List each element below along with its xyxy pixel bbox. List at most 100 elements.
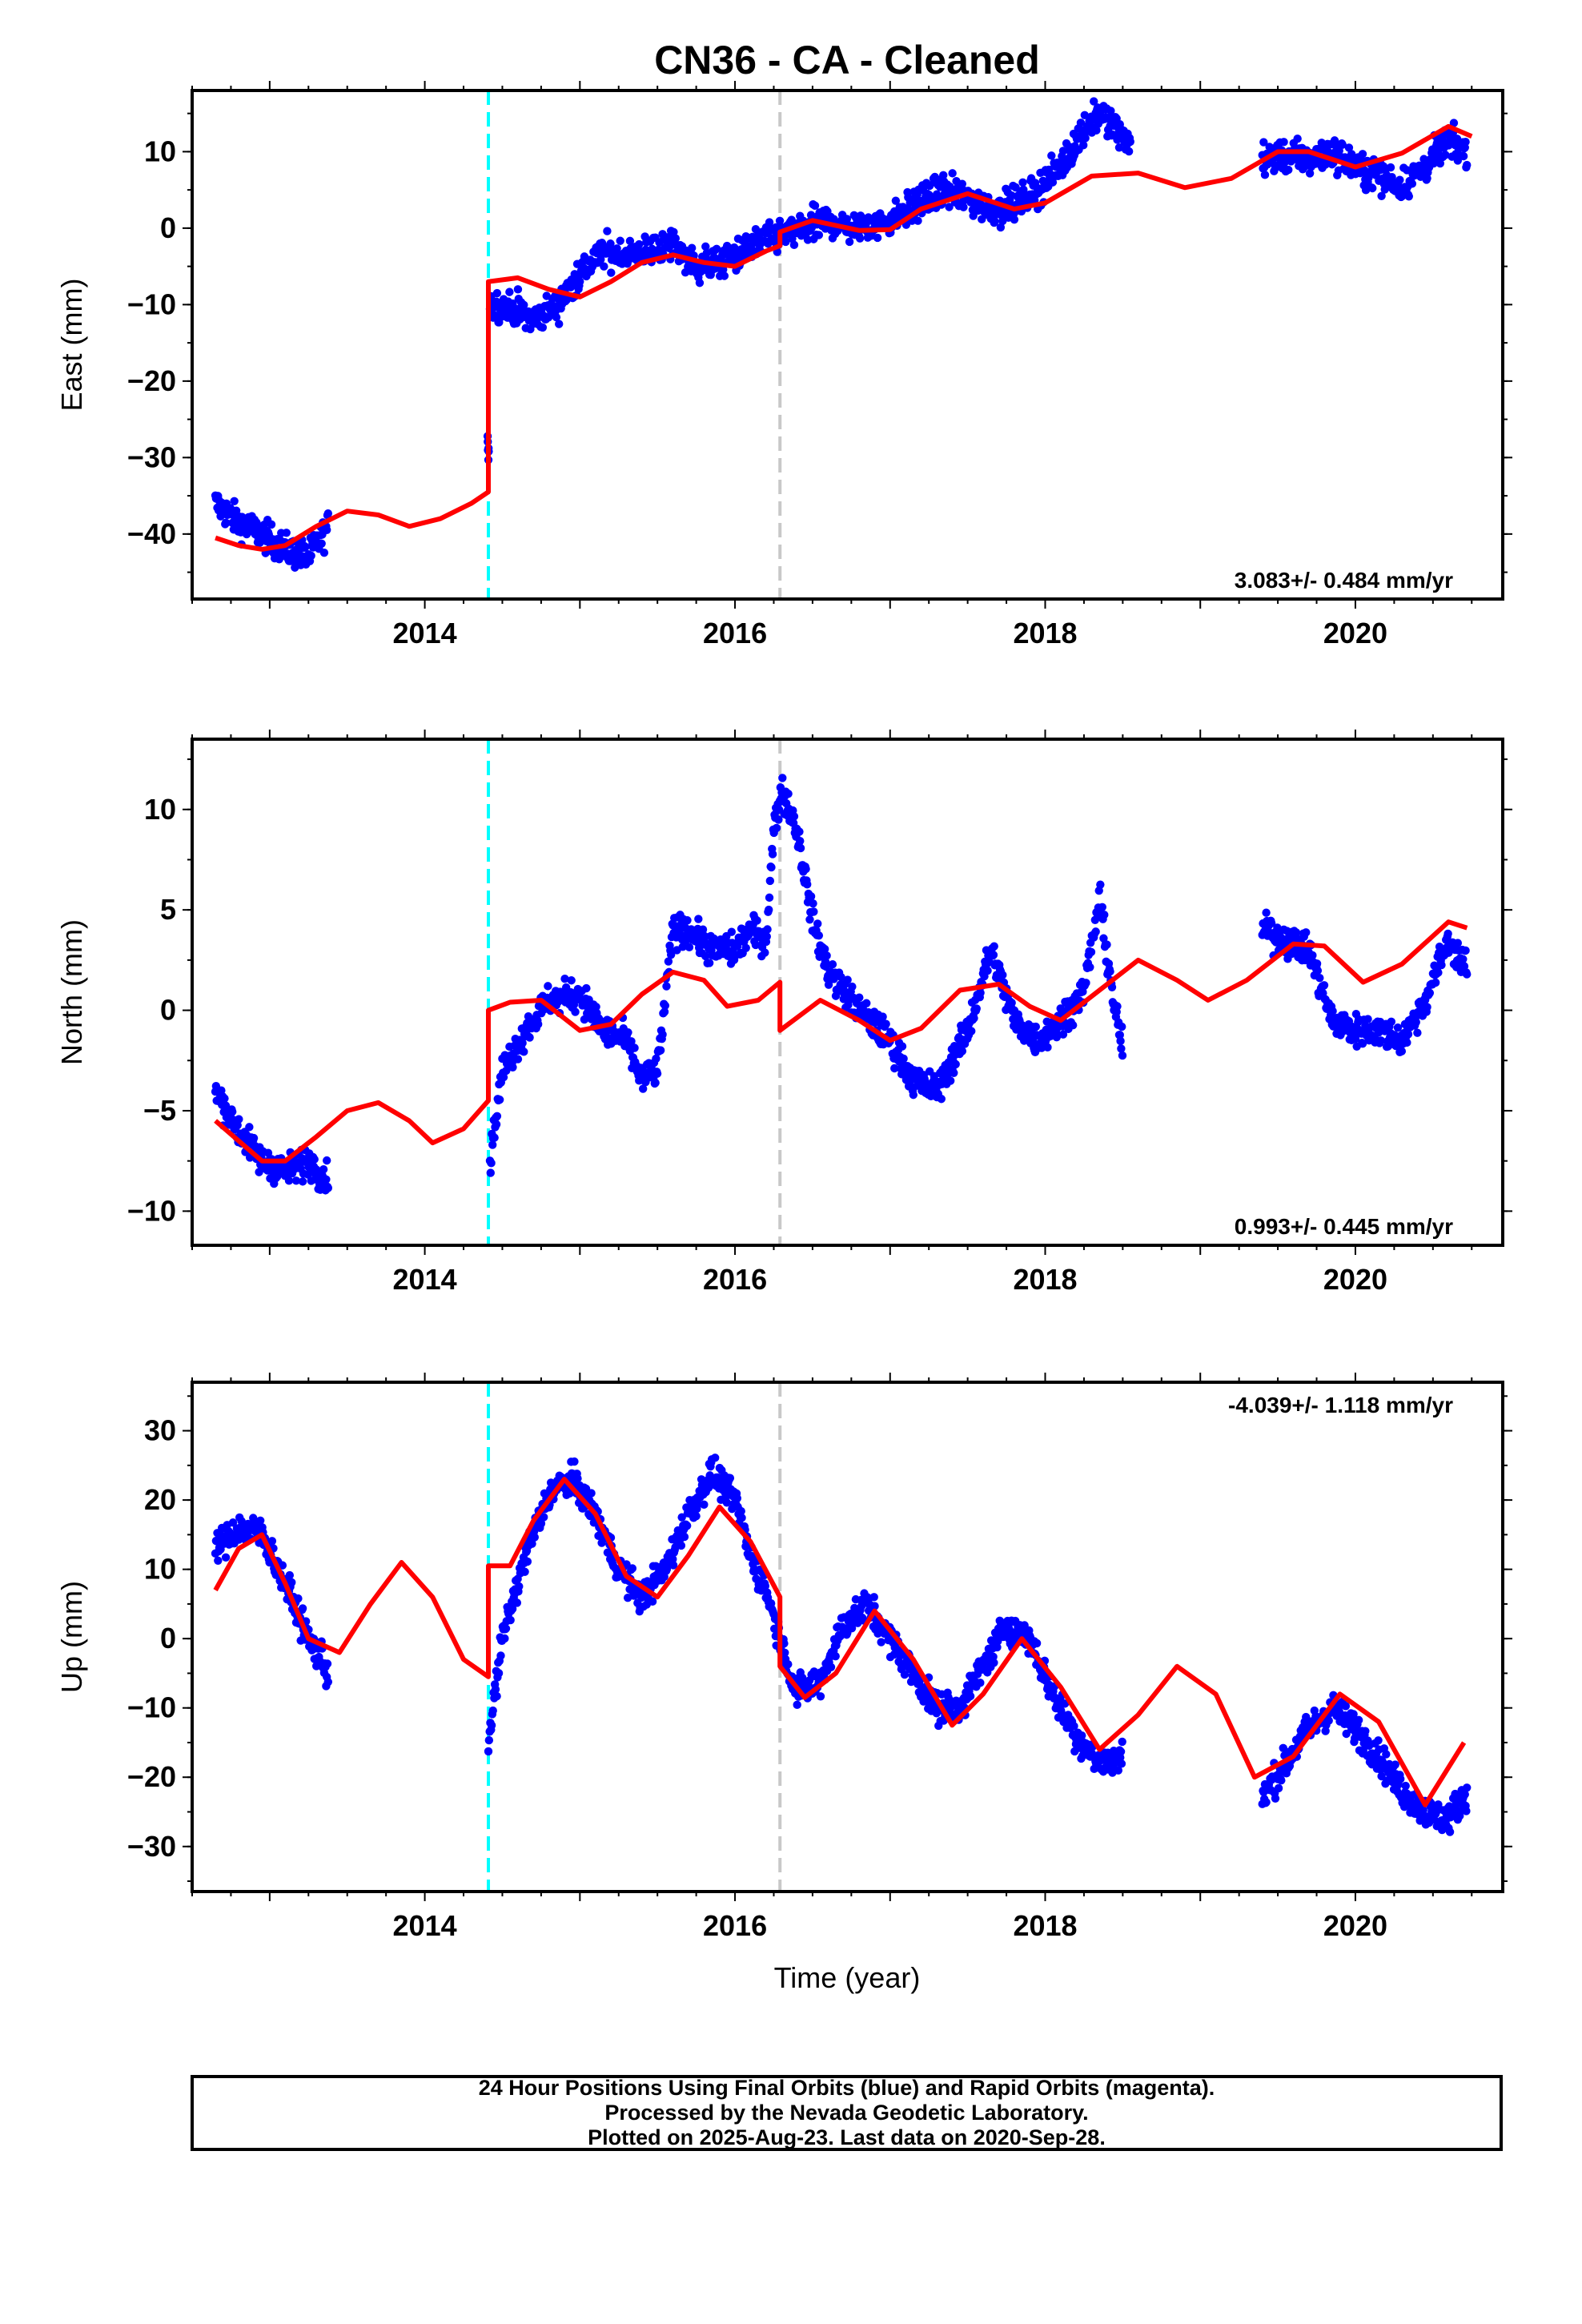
- data-point: [319, 549, 329, 557]
- data-point: [725, 1474, 735, 1482]
- data-point: [492, 1120, 501, 1129]
- velocity-label: 3.083+/- 0.484 mm/yr: [1235, 568, 1453, 593]
- data-point: [530, 1533, 539, 1542]
- data-point: [1018, 178, 1027, 187]
- y-tick-label: −30: [127, 440, 176, 473]
- data-point: [939, 171, 948, 179]
- data-point: [951, 1059, 960, 1069]
- data-point: [1114, 1766, 1123, 1775]
- data-point: [1118, 1051, 1127, 1060]
- data-point: [958, 1047, 967, 1055]
- data-point: [570, 1457, 579, 1466]
- data-point: [1118, 1737, 1126, 1747]
- data-point: [322, 1175, 331, 1184]
- data-point: [1462, 1807, 1471, 1815]
- data-point: [683, 916, 692, 925]
- y-tick-label: −10: [127, 1194, 176, 1227]
- footer-line-3: Plotted on 2025-Aug-23. Last data on 202…: [588, 2125, 1106, 2149]
- data-point: [658, 1030, 667, 1039]
- data-point: [1382, 1750, 1391, 1759]
- data-point: [737, 1514, 746, 1522]
- data-point: [765, 218, 774, 227]
- y-tick-label: −10: [127, 287, 176, 320]
- y-tick-label: 20: [144, 1483, 176, 1516]
- data-point: [488, 1706, 497, 1715]
- data-point: [727, 927, 737, 936]
- data-point: [913, 216, 922, 225]
- data-point: [1078, 1731, 1086, 1740]
- data-point: [737, 1506, 745, 1516]
- data-point: [847, 1624, 857, 1633]
- data-point: [937, 1095, 946, 1104]
- data-point: [603, 1548, 612, 1557]
- data-point: [1449, 119, 1459, 127]
- x-tick-label: 2020: [1323, 1909, 1387, 1942]
- data-point: [1124, 147, 1134, 156]
- data-point: [1319, 981, 1329, 990]
- data-point: [1102, 940, 1111, 949]
- data-point: [694, 915, 703, 923]
- data-point: [881, 1019, 890, 1028]
- data-point: [946, 1076, 955, 1085]
- data-point: [660, 1007, 669, 1016]
- data-point: [627, 1037, 636, 1046]
- y-axis-label: Up (mm): [55, 1581, 88, 1693]
- data-point: [677, 1541, 686, 1550]
- data-point: [831, 1651, 840, 1661]
- x-tick-label: 2014: [393, 1263, 457, 1296]
- data-point: [967, 1027, 976, 1035]
- data-point: [877, 1638, 885, 1647]
- data-point: [820, 944, 829, 954]
- data-point: [635, 239, 644, 249]
- data-point: [1461, 946, 1470, 955]
- data-point: [220, 1094, 229, 1103]
- y-tick-label: −20: [127, 364, 176, 397]
- data-point: [322, 1156, 331, 1165]
- data-point: [1437, 960, 1446, 970]
- data-point: [520, 1567, 529, 1576]
- data-point: [772, 823, 781, 833]
- data-point: [878, 1012, 887, 1021]
- data-point: [1453, 939, 1463, 947]
- data-point: [571, 1007, 580, 1016]
- data-point: [1435, 159, 1445, 168]
- data-point: [1460, 1790, 1469, 1799]
- data-point: [287, 1578, 296, 1587]
- data-point: [249, 1133, 259, 1143]
- data-point: [789, 240, 799, 250]
- data-point: [536, 1519, 546, 1528]
- data-point: [228, 1518, 238, 1527]
- data-point: [1459, 151, 1468, 161]
- data-point: [897, 1042, 907, 1051]
- data-point: [484, 1747, 493, 1756]
- data-point: [1086, 947, 1096, 957]
- data-point: [592, 1003, 600, 1011]
- data-point: [1354, 1715, 1363, 1725]
- data-point: [1387, 1017, 1396, 1027]
- data-point: [810, 201, 820, 211]
- data-point: [1117, 1044, 1126, 1053]
- data-point: [298, 1177, 307, 1186]
- data-point: [291, 1176, 301, 1185]
- data-point: [966, 1691, 975, 1701]
- data-point: [1368, 183, 1377, 193]
- data-point: [909, 1090, 918, 1100]
- data-point: [813, 919, 822, 928]
- data-point: [765, 905, 773, 915]
- y-tick-label: 10: [144, 793, 176, 826]
- data-point: [607, 268, 616, 277]
- data-point: [1277, 1776, 1286, 1785]
- data-point: [492, 1691, 501, 1701]
- data-point: [1463, 160, 1472, 170]
- x-tick-label: 2014: [393, 617, 457, 649]
- x-tick-label: 2016: [703, 1263, 767, 1296]
- data-point: [235, 1115, 243, 1124]
- data-point: [1341, 1702, 1351, 1711]
- data-point: [761, 1582, 770, 1590]
- data-point: [1284, 165, 1293, 175]
- panel-frame: [191, 738, 1504, 1247]
- x-tick-label: 2018: [1013, 1263, 1077, 1296]
- data-point: [1280, 159, 1289, 167]
- data-point: [501, 1624, 511, 1633]
- data-point: [1305, 169, 1315, 178]
